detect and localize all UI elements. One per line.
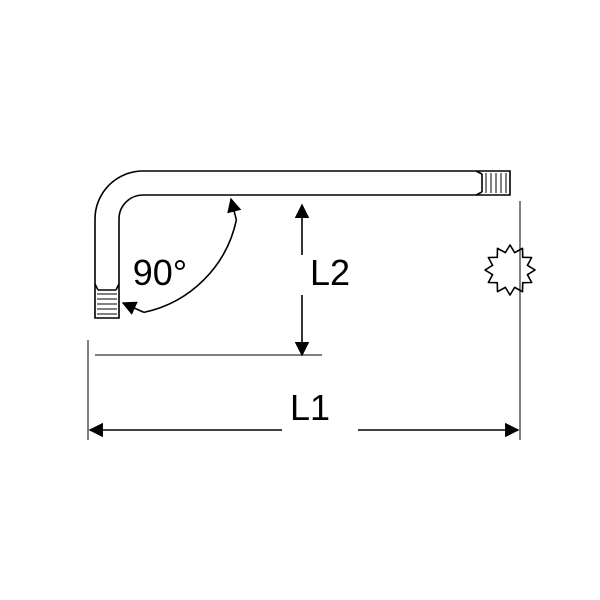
l2-label: L2	[310, 252, 350, 293]
technical-diagram: 90° L2 L1	[0, 0, 600, 600]
angle-arrow	[231, 199, 236, 220]
angle-arrow	[123, 303, 144, 312]
spline-profile-icon	[485, 245, 535, 295]
angle-label: 90°	[133, 252, 187, 293]
l1-label: L1	[290, 387, 330, 428]
